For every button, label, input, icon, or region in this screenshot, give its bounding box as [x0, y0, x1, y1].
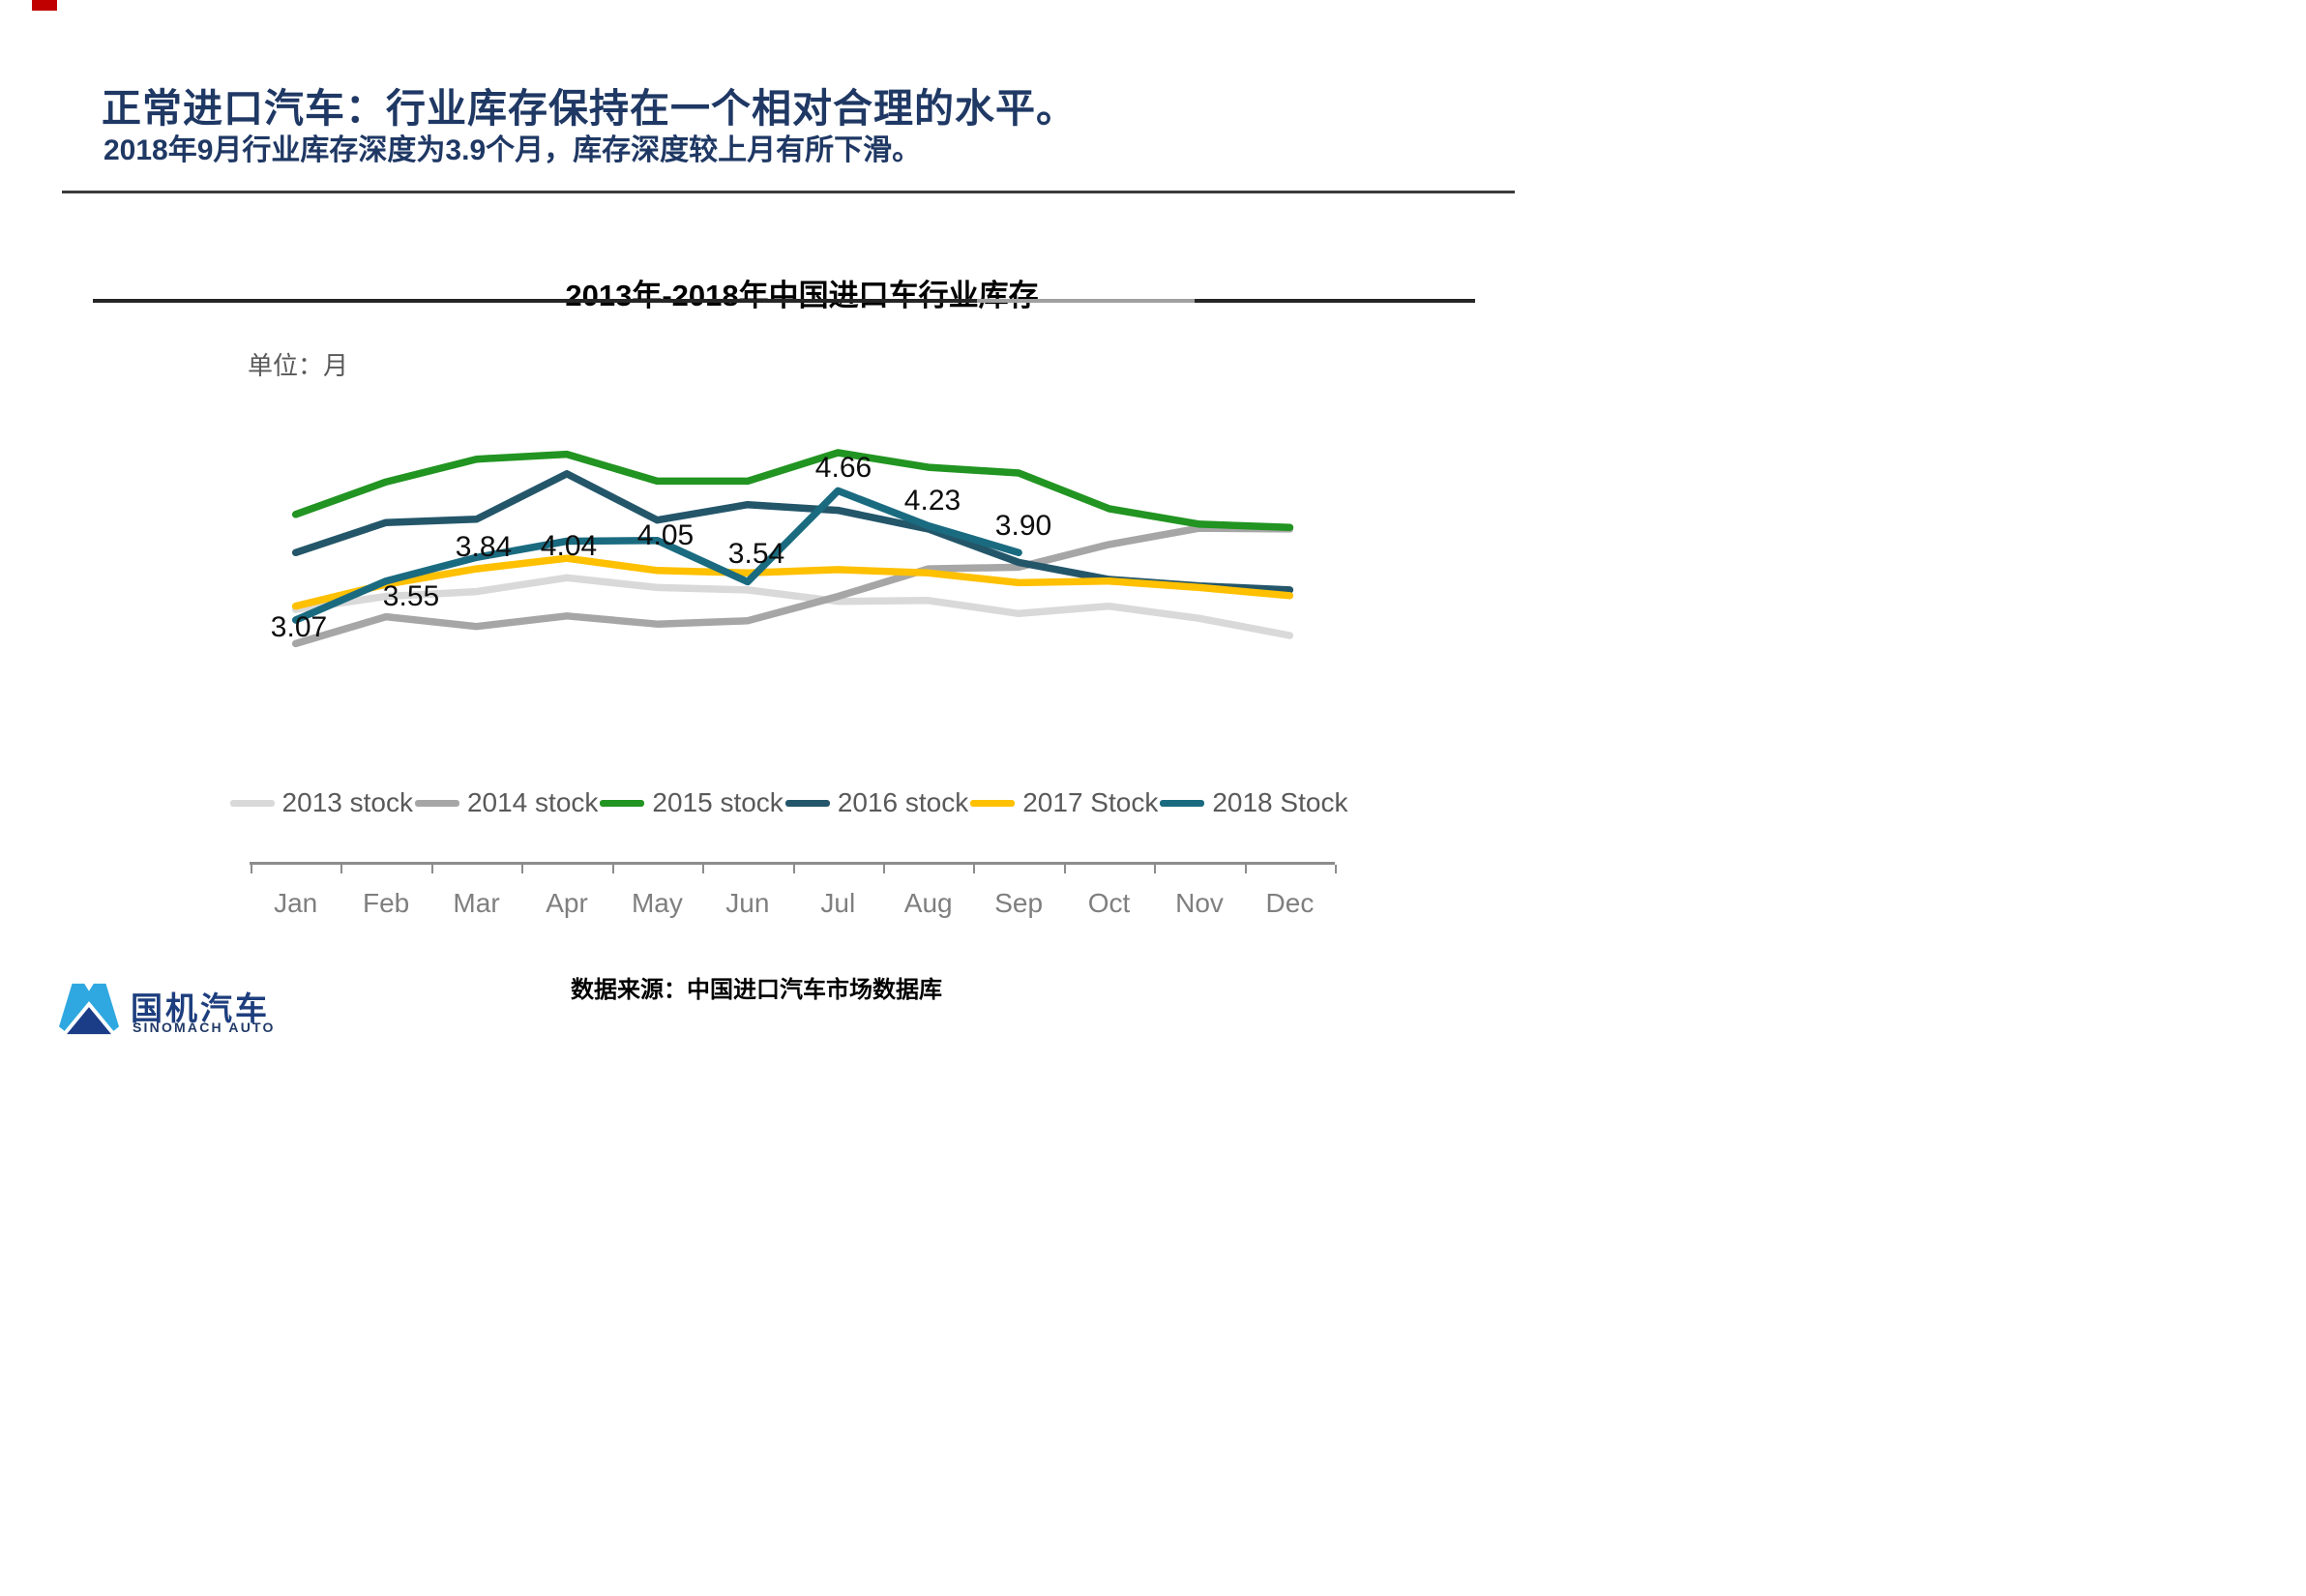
company-logo: 国机汽车 SINOMACH AUTO — [59, 979, 378, 1041]
x-axis-tick — [251, 865, 252, 873]
chart-title-divider-dark-right — [1195, 299, 1475, 303]
x-axis-label-jul: Jul — [820, 888, 856, 918]
legend-swatch — [414, 799, 459, 807]
x-axis-tick — [973, 865, 976, 873]
page-title: 正常进口汽车：行业库存保持在一个相对合理的水平。 — [102, 86, 1077, 131]
data-label: 3.07 — [270, 611, 328, 643]
chart-title-divider-gray — [977, 299, 1195, 303]
legend-item-2017-stock: 2017 Stock — [970, 787, 1158, 818]
legend-item-2015-stock: 2015 stock — [600, 787, 783, 818]
x-axis-tick — [1335, 865, 1337, 873]
data-label: 4.66 — [814, 452, 872, 484]
data-label: 4.23 — [903, 485, 961, 517]
x-axis-tick — [1063, 865, 1066, 873]
x-axis-tick — [340, 865, 343, 873]
series-line-2016-stock — [291, 470, 1294, 594]
legend-swatch — [784, 799, 830, 807]
series-line-2017-stock — [291, 554, 1294, 610]
x-axis-label-apr: Apr — [546, 888, 588, 918]
series-line-2015-stock — [291, 449, 1294, 531]
logo-english-name: SINOMACH AUTO — [133, 1020, 276, 1035]
legend-swatch — [970, 799, 1016, 807]
data-source-note: 数据来源：中国进口汽车市场数据库 — [571, 977, 942, 1003]
data-label: 3.90 — [994, 510, 1052, 542]
slide-corner-mark — [32, 0, 57, 11]
legend-label: 2018 Stock — [1212, 787, 1348, 817]
page-subtitle: 2018年9月行业库存深度为3.9个月，库存深度较上月有所下滑。 — [103, 134, 922, 166]
data-label: 3.55 — [382, 580, 440, 612]
chart-unit-label: 单位：月 — [248, 352, 349, 381]
chart-title: 2013年-2018年中国进口车行业库存 — [565, 279, 1039, 312]
series-line-2014-stock — [291, 524, 1294, 648]
data-label: 4.04 — [540, 530, 598, 562]
legend-item-2013-stock: 2013 stock — [229, 787, 413, 818]
legend-swatch — [229, 799, 275, 807]
chart-legend: 2013 stock 2014 stock 2015 stock 2016 stock… — [229, 787, 1347, 818]
sinomach-mountain-icon — [59, 983, 119, 1037]
x-axis-tick — [430, 865, 433, 873]
x-axis-line — [250, 862, 1335, 865]
legend-swatch — [1160, 799, 1205, 807]
x-axis-label-jan: Jan — [274, 888, 318, 918]
x-axis-label-aug: Aug — [903, 888, 953, 918]
legend-label: 2017 Stock — [1022, 787, 1159, 817]
x-axis-tick — [882, 865, 885, 873]
series-line-2013-stock — [291, 574, 1294, 639]
x-axis-tick — [1154, 865, 1157, 873]
x-axis-label-feb: Feb — [363, 888, 410, 918]
x-axis-label-nov: Nov — [1175, 888, 1224, 918]
legend-label: 2016 stock — [837, 787, 969, 817]
header-divider — [62, 191, 1515, 193]
x-axis-tick — [1244, 865, 1247, 873]
x-axis-label-mar: Mar — [453, 888, 500, 918]
x-axis-tick — [702, 865, 705, 873]
logo-chinese-name: 国机汽车 — [131, 990, 270, 1026]
legend-item-2018-stock: 2018 Stock — [1160, 787, 1347, 818]
x-axis-tick — [611, 865, 614, 873]
x-axis-tick — [792, 865, 795, 873]
legend-label: 2013 stock — [281, 787, 413, 817]
x-axis-label-jun: Jun — [725, 888, 770, 918]
data-label: 4.05 — [636, 519, 695, 551]
x-axis-tick — [521, 865, 524, 873]
legend-label: 2014 stock — [466, 787, 599, 817]
x-axis-label-dec: Dec — [1265, 888, 1315, 918]
x-axis-label-may: May — [631, 888, 683, 918]
x-axis-label-sep: Sep — [994, 888, 1044, 918]
data-label: 3.54 — [727, 538, 785, 570]
legend-item-2014-stock: 2014 stock — [414, 787, 599, 818]
data-label: 3.84 — [455, 531, 513, 563]
legend-label: 2015 stock — [652, 787, 783, 817]
legend-swatch — [600, 799, 645, 807]
x-axis-label-oct: Oct — [1087, 888, 1131, 918]
chart-title-divider-dark-left — [93, 299, 977, 303]
legend-item-2016-stock: 2016 stock — [784, 787, 969, 818]
